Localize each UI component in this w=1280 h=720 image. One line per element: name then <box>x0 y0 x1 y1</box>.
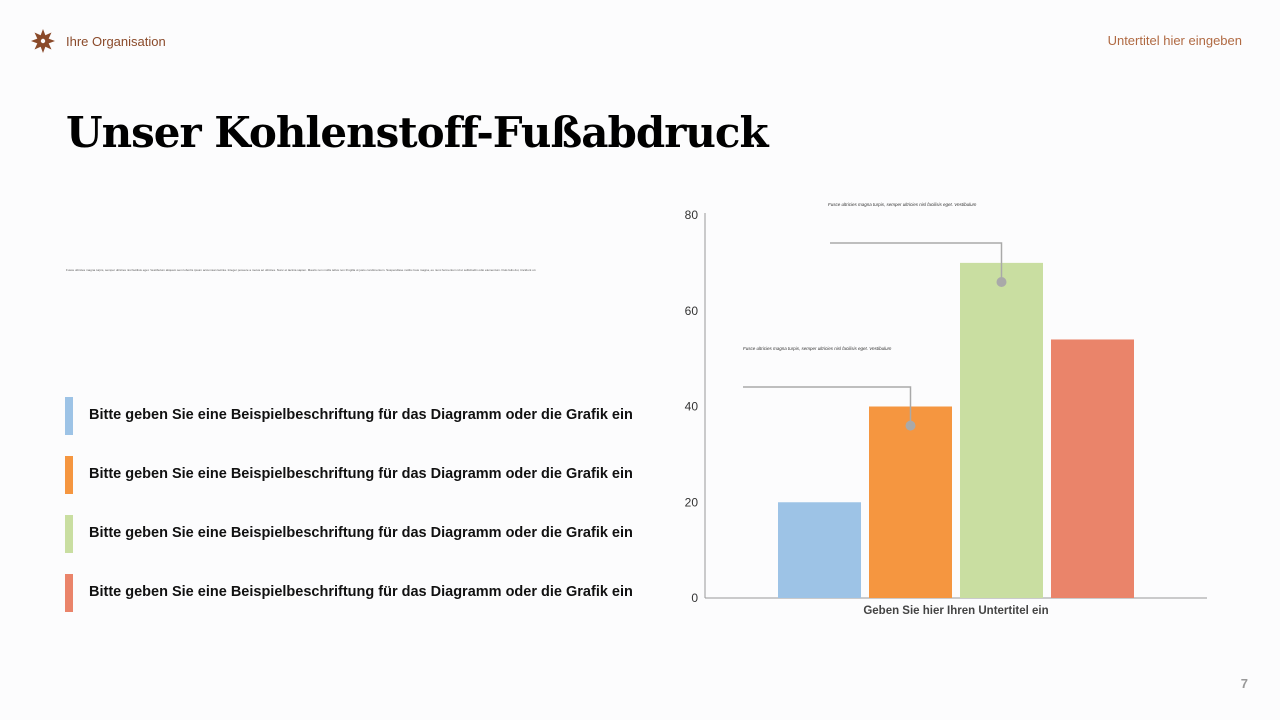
legend-swatch <box>65 515 73 553</box>
header-subtitle: Untertitel hier eingeben <box>1107 33 1242 48</box>
legend-swatch <box>65 397 73 435</box>
legend-label: Bitte geben Sie eine Beispielbeschriftun… <box>89 525 633 541</box>
legend-label: Bitte geben Sie eine Beispielbeschriftun… <box>89 584 633 600</box>
y-tick-label: 80 <box>685 208 699 222</box>
organization-header: Ihre Organisation <box>30 28 166 54</box>
y-tick-label: 0 <box>691 591 698 605</box>
legend-swatch <box>65 456 73 494</box>
annotation-leader-line <box>830 242 1003 283</box>
page-number: 7 <box>1240 676 1248 691</box>
bar <box>869 406 952 598</box>
annotation-text: Fusce ultricies magna turpis, semper ult… <box>828 202 977 207</box>
y-tick-label: 60 <box>685 304 699 318</box>
annotation-marker <box>905 420 916 431</box>
legend-item: Bitte geben Sie eine Beispielbeschriftun… <box>65 456 633 494</box>
bar <box>960 262 1043 598</box>
y-tick-label: 40 <box>685 400 699 414</box>
bar-chart: 0 20 40 60 80 Geben Sie hier Ihren Untertitel… <box>660 190 1240 630</box>
legend-label: Bitte geben Sie eine Beispielbeschriftun… <box>89 466 633 482</box>
x-category-label: Geben Sie hier Ihren Untertitel ein <box>863 605 1048 617</box>
bar-chart-svg: 0 20 40 60 80 Geben Sie hier Ihren Untertitel… <box>685 202 1207 617</box>
legend-swatch <box>65 574 73 612</box>
legend: Bitte geben Sie eine Beispielbeschriftun… <box>65 397 633 633</box>
page-title: Unser Kohlenstoff-Fußabdruck <box>66 108 769 157</box>
annotation-marker <box>996 277 1007 288</box>
body-text: Fusce ultricies magna turpis, semper ult… <box>66 268 536 272</box>
bar <box>778 502 861 598</box>
annotation-leader-line <box>743 386 912 426</box>
legend-label: Bitte geben Sie eine Beispielbeschriftun… <box>89 407 633 423</box>
legend-item: Bitte geben Sie eine Beispielbeschriftun… <box>65 515 633 553</box>
y-tick-label: 20 <box>685 495 699 509</box>
bar <box>1051 339 1134 598</box>
legend-item: Bitte geben Sie eine Beispielbeschriftun… <box>65 397 633 435</box>
annotation-text: Fusce ultricies magna turpis, semper ult… <box>743 346 892 351</box>
organization-name: Ihre Organisation <box>66 33 166 49</box>
legend-item: Bitte geben Sie eine Beispielbeschriftun… <box>65 574 633 612</box>
sun-flower-icon <box>31 29 55 53</box>
